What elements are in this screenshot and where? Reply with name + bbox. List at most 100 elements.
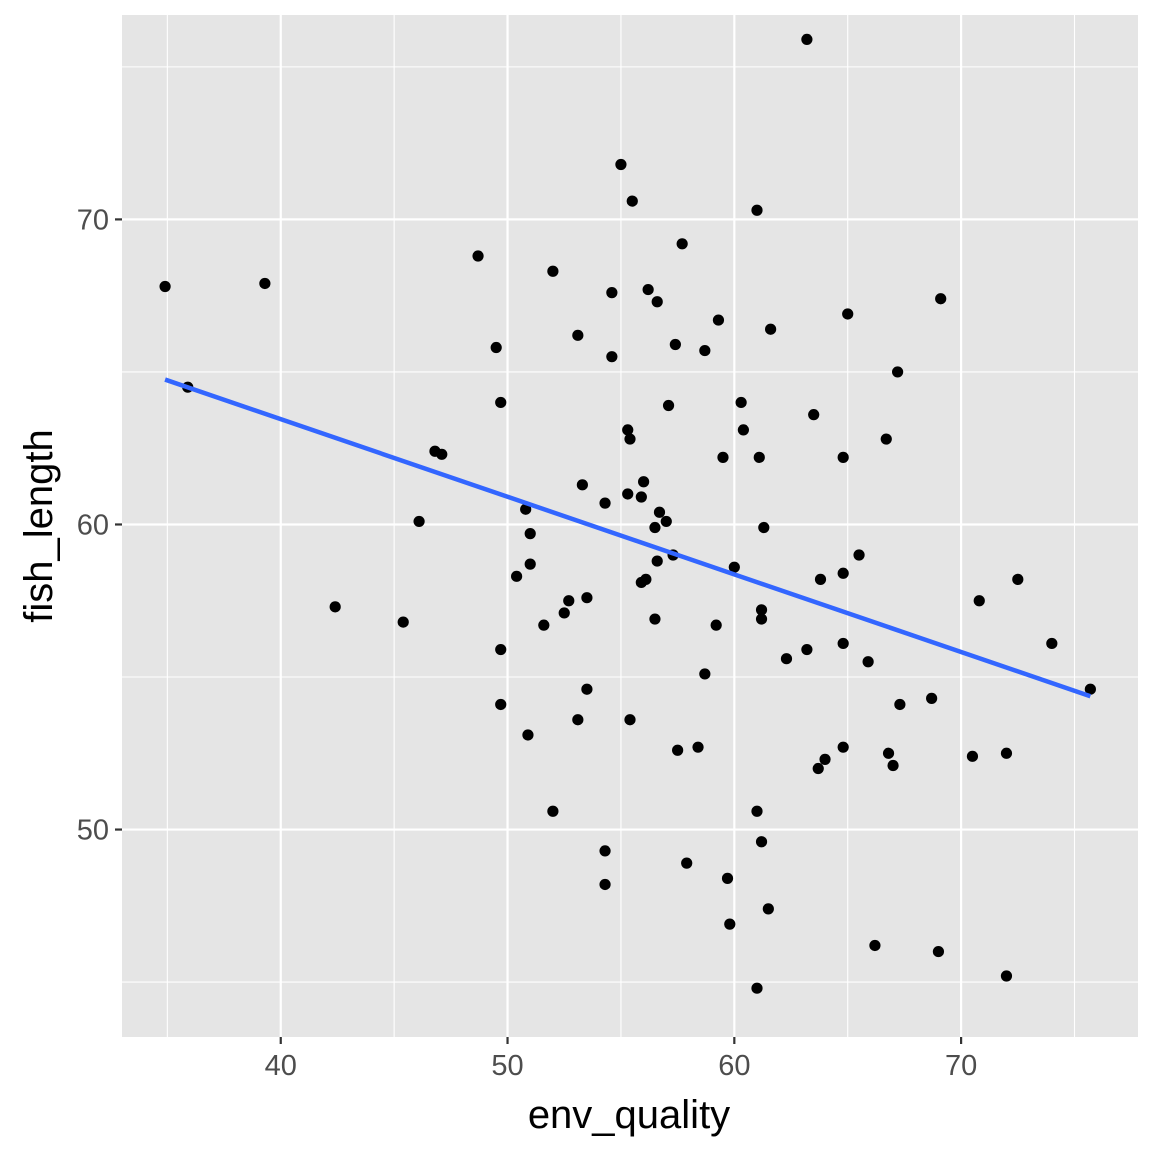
data-point bbox=[524, 558, 536, 570]
data-point bbox=[837, 741, 849, 753]
data-point bbox=[660, 515, 672, 528]
data-point bbox=[721, 872, 734, 884]
data-point bbox=[669, 338, 681, 351]
data-point bbox=[728, 561, 740, 573]
data-point bbox=[812, 762, 824, 775]
data-point bbox=[932, 945, 945, 958]
data-point bbox=[606, 351, 618, 363]
data-point bbox=[576, 479, 588, 491]
data-point bbox=[495, 643, 507, 656]
data-point bbox=[712, 314, 725, 326]
data-point bbox=[606, 287, 618, 299]
data-point bbox=[819, 753, 831, 765]
data-point bbox=[490, 341, 502, 354]
y-tick-label: 50 bbox=[77, 815, 109, 847]
data-point bbox=[753, 451, 765, 463]
data-point bbox=[862, 656, 874, 668]
data-point bbox=[413, 515, 425, 528]
panel-background bbox=[122, 15, 1138, 1037]
data-point bbox=[522, 729, 534, 741]
data-point bbox=[651, 296, 663, 308]
data-point bbox=[495, 698, 507, 711]
data-point bbox=[801, 643, 813, 656]
data-point bbox=[869, 939, 881, 952]
x-tick-label: 60 bbox=[718, 1050, 750, 1082]
data-point bbox=[717, 451, 729, 463]
data-point bbox=[642, 283, 654, 296]
data-point bbox=[751, 204, 763, 216]
data-point bbox=[538, 619, 550, 631]
y-axis-title: fish_length bbox=[17, 429, 61, 622]
data-point bbox=[692, 741, 704, 753]
data-point bbox=[259, 277, 271, 290]
data-point bbox=[524, 528, 536, 540]
major-gridlines bbox=[122, 15, 1138, 1037]
x-tick-label: 50 bbox=[491, 1050, 523, 1082]
data-point bbox=[880, 433, 892, 445]
data-point bbox=[599, 845, 611, 857]
data-point bbox=[651, 555, 663, 567]
data-points bbox=[159, 33, 1096, 994]
data-point bbox=[638, 476, 650, 488]
data-point bbox=[837, 451, 849, 463]
data-point bbox=[1084, 683, 1096, 695]
data-point bbox=[472, 250, 484, 262]
y-tick-label: 60 bbox=[77, 509, 109, 541]
data-point bbox=[966, 750, 979, 762]
trend-line-layer bbox=[164, 377, 1092, 699]
data-point bbox=[676, 238, 688, 250]
data-point bbox=[329, 601, 341, 613]
data-point bbox=[837, 637, 849, 650]
data-point bbox=[882, 747, 895, 759]
data-point bbox=[622, 424, 634, 436]
data-point bbox=[758, 521, 770, 534]
data-point bbox=[892, 366, 904, 378]
data-point bbox=[649, 521, 661, 534]
data-point bbox=[649, 613, 661, 625]
data-point bbox=[842, 308, 854, 320]
data-point bbox=[397, 616, 409, 628]
data-point bbox=[599, 497, 611, 509]
data-point bbox=[572, 329, 584, 341]
data-point bbox=[973, 595, 985, 607]
data-point bbox=[699, 344, 711, 357]
data-point bbox=[436, 448, 448, 460]
x-axis-ticks: 40 50 60 70 bbox=[265, 1037, 977, 1082]
minor-gridlines bbox=[122, 15, 1138, 1037]
y-axis-ticks: 50 60 70 bbox=[77, 204, 122, 847]
data-point bbox=[681, 857, 693, 869]
data-point bbox=[751, 982, 763, 994]
data-point bbox=[624, 433, 636, 445]
data-point bbox=[755, 836, 768, 848]
data-point bbox=[724, 918, 736, 930]
data-point bbox=[615, 158, 627, 171]
data-point bbox=[563, 595, 575, 607]
data-point bbox=[751, 805, 763, 817]
data-point bbox=[1000, 970, 1013, 982]
data-point bbox=[837, 567, 849, 579]
data-point bbox=[635, 491, 647, 503]
data-point bbox=[159, 280, 171, 293]
data-point bbox=[935, 293, 947, 305]
data-point bbox=[581, 683, 593, 695]
data-point bbox=[1000, 747, 1013, 759]
data-point bbox=[699, 668, 711, 680]
data-point bbox=[547, 805, 559, 817]
data-point bbox=[572, 714, 584, 726]
data-point bbox=[672, 744, 684, 756]
data-point bbox=[894, 698, 906, 711]
data-point bbox=[558, 607, 570, 619]
data-point bbox=[520, 503, 532, 515]
data-point bbox=[814, 573, 827, 585]
data-point bbox=[801, 33, 813, 46]
data-point bbox=[755, 604, 768, 616]
data-point bbox=[735, 396, 747, 409]
regression-line bbox=[164, 377, 1092, 699]
y-tick-label: 70 bbox=[77, 204, 109, 236]
data-point bbox=[635, 576, 647, 589]
data-point bbox=[926, 692, 938, 704]
data-point bbox=[808, 409, 820, 421]
data-point bbox=[547, 265, 559, 277]
data-point bbox=[511, 570, 523, 582]
